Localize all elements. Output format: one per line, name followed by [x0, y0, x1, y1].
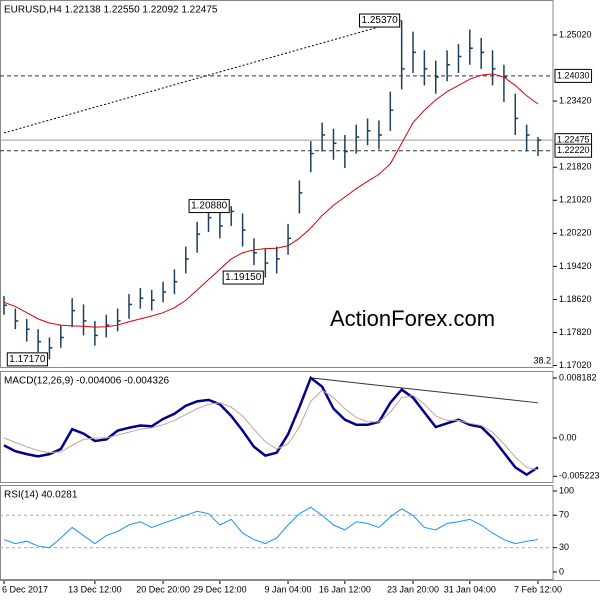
price-level-label: 1.22220 [557, 145, 590, 155]
price-label: 1.19150 [225, 272, 262, 283]
panel-frame [0, 485, 554, 580]
y-tick-label: -0.005223 [559, 471, 600, 481]
x-tick-label: 23 Jan 20:00 [387, 584, 439, 594]
x-tick-label: 20 Dec 20:00 [136, 584, 190, 594]
y-tick-label: 1.17820 [559, 327, 592, 337]
trend-line [3, 20, 402, 134]
indicator-line [3, 389, 539, 471]
y-tick-label: 1.21820 [559, 162, 592, 172]
x-tick-label: 31 Jan 04:00 [444, 584, 496, 594]
price-label-box [359, 13, 401, 28]
price-label-box [222, 270, 264, 285]
panel-frame [0, 0, 554, 368]
price-label: 1.20880 [191, 201, 228, 212]
y-tick-label: 0 [559, 566, 564, 576]
watermark: ActionForex.com [330, 306, 495, 331]
trend-line [310, 377, 539, 404]
y-tick-label: 1.17020 [559, 360, 592, 370]
price-level-box [554, 143, 593, 158]
price-label: 1.17170 [9, 354, 46, 365]
price-level-box [554, 68, 593, 83]
y-tick-label: 30 [559, 542, 569, 552]
panel-title: MACD(12,26,9) -0.004006 -0.004326 [4, 376, 170, 387]
x-tick-label: 6 Dec 2017 [2, 584, 48, 594]
price-label: 1.25370 [362, 15, 399, 26]
panel-title: EURUSD,H4 1.22138 1.22550 1.22092 1.2247… [4, 5, 218, 16]
panel-title: RSI(14) 40.0281 [4, 490, 78, 501]
note: 38.2 [533, 355, 551, 365]
price-level-label: 1.24030 [557, 70, 590, 80]
x-tick-label: 7 Feb 12:00 [514, 584, 562, 594]
x-tick-label: 9 Jan 04:00 [265, 584, 312, 594]
indicator-line [3, 506, 539, 549]
x-tick-label: 13 Dec 12:00 [68, 584, 122, 594]
y-tick-label: 1.19420 [559, 261, 592, 271]
y-tick-label: 1.21020 [559, 195, 592, 205]
price-label-box [188, 199, 230, 214]
price-label-box [6, 352, 48, 367]
y-tick-label: 1.20220 [559, 228, 592, 238]
y-tick-label: 70 [559, 510, 569, 520]
y-tick-label: 1.25020 [559, 29, 592, 39]
x-tick-label: 29 Dec 12:00 [193, 584, 247, 594]
price-level-label: 1.22475 [557, 135, 590, 145]
y-tick-label: 100 [559, 485, 574, 495]
x-tick-label: 16 Jan 12:00 [319, 584, 371, 594]
panel-frame [0, 371, 554, 483]
y-tick-label: 1.23420 [559, 95, 592, 105]
y-tick-label: 0.008182 [559, 372, 597, 382]
y-tick-label: 1.18620 [559, 294, 592, 304]
indicator-line [3, 73, 539, 328]
indicator-line [3, 375, 539, 477]
y-tick-label: 0.00 [559, 432, 577, 442]
